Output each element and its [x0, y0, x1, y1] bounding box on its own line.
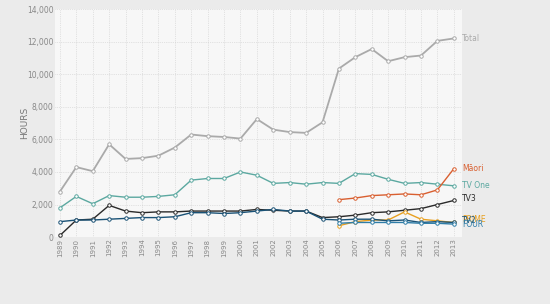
Text: PRIME: PRIME: [462, 215, 486, 224]
Text: TV One: TV One: [462, 181, 490, 190]
Text: TV2: TV2: [462, 216, 477, 225]
Text: Total: Total: [462, 34, 480, 43]
Text: TV3: TV3: [462, 194, 477, 202]
Y-axis label: HOURS: HOURS: [20, 107, 29, 139]
Text: FOUR: FOUR: [462, 220, 483, 230]
Text: Māori: Māori: [462, 164, 483, 173]
